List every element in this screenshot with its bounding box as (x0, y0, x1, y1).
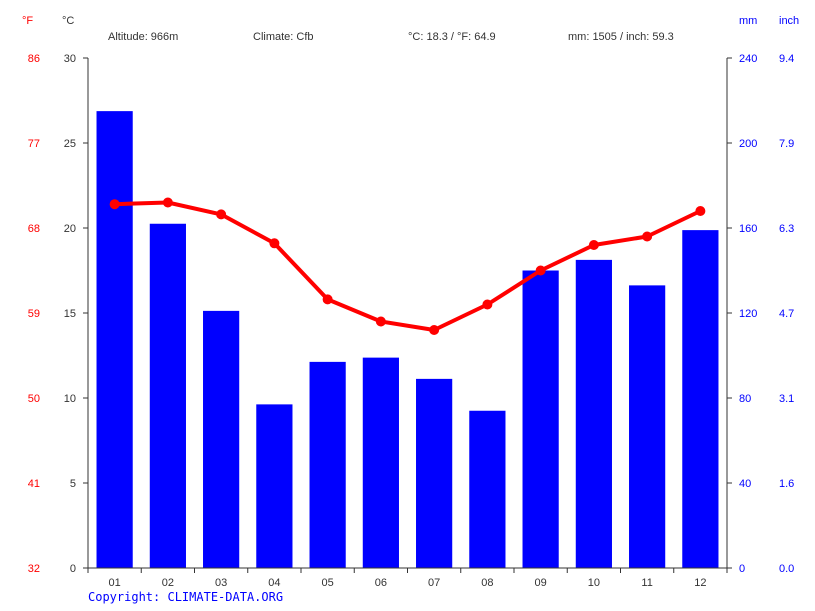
tick-mm: 80 (739, 393, 751, 405)
precip-bar (629, 285, 665, 568)
tick-fahrenheit: 68 (28, 223, 40, 235)
x-tick-label: 12 (694, 577, 706, 589)
header-temperature: °C: 18.3 / °F: 64.9 (408, 31, 496, 43)
precip-bar (682, 230, 718, 568)
tick-celsius: 15 (64, 308, 76, 320)
temperature-point (376, 317, 386, 327)
x-tick-label: 04 (268, 577, 280, 589)
tick-fahrenheit: 32 (28, 563, 40, 575)
x-tick-label: 07 (428, 577, 440, 589)
tick-mm: 40 (739, 478, 751, 490)
x-tick-label: 03 (215, 577, 227, 589)
unit-celsius: °C (62, 15, 74, 27)
tick-mm: 200 (739, 138, 757, 150)
tick-celsius: 0 (70, 563, 76, 575)
unit-fahrenheit: °F (22, 15, 33, 27)
temperature-point (482, 300, 492, 310)
tick-mm: 240 (739, 53, 757, 65)
tick-inch: 7.9 (779, 138, 794, 150)
temperature-point (695, 206, 705, 216)
precip-bar (469, 411, 505, 568)
tick-fahrenheit: 86 (28, 53, 40, 65)
tick-celsius: 10 (64, 393, 76, 405)
temperature-point (163, 198, 173, 208)
tick-mm: 160 (739, 223, 757, 235)
temperature-point (642, 232, 652, 242)
tick-inch: 0.0 (779, 563, 794, 575)
temperature-point (429, 325, 439, 335)
precip-bar (310, 362, 346, 568)
temperature-point (216, 209, 226, 219)
tick-inch: 4.7 (779, 308, 794, 320)
header-altitude: Altitude: 966m (108, 31, 178, 43)
tick-inch: 3.1 (779, 393, 794, 405)
tick-celsius: 5 (70, 478, 76, 490)
x-tick-label: 10 (588, 577, 600, 589)
x-tick-label: 08 (481, 577, 493, 589)
tick-celsius: 30 (64, 53, 76, 65)
precip-bar (363, 358, 399, 568)
precip-bar (203, 311, 239, 568)
x-tick-label: 02 (162, 577, 174, 589)
temperature-point (110, 199, 120, 209)
unit-mm: mm (739, 15, 757, 27)
tick-mm: 0 (739, 563, 745, 575)
precip-bar (256, 404, 292, 568)
unit-inch: inch (779, 15, 799, 27)
tick-inch: 6.3 (779, 223, 794, 235)
precip-bar (97, 111, 133, 568)
x-tick-label: 05 (322, 577, 334, 589)
tick-celsius: 20 (64, 223, 76, 235)
tick-inch: 9.4 (779, 53, 794, 65)
tick-fahrenheit: 41 (28, 478, 40, 490)
climate-chart: Altitude: 966m Climate: Cfb °C: 18.3 / °F:… (0, 0, 815, 611)
tick-mm: 120 (739, 308, 757, 320)
tick-fahrenheit: 77 (28, 138, 40, 150)
temperature-point (323, 294, 333, 304)
precip-bar (576, 260, 612, 568)
precip-bar (416, 379, 452, 568)
header-precipitation: mm: 1505 / inch: 59.3 (568, 31, 674, 43)
tick-fahrenheit: 59 (28, 308, 40, 320)
copyright-text: Copyright: CLIMATE-DATA.ORG (88, 590, 283, 604)
x-tick-label: 11 (641, 577, 652, 589)
temperature-point (589, 240, 599, 250)
header-climate: Climate: Cfb (253, 31, 314, 43)
x-tick-label: 06 (375, 577, 387, 589)
precip-bar (150, 224, 186, 568)
x-tick-label: 01 (109, 577, 121, 589)
tick-inch: 1.6 (779, 478, 794, 490)
temperature-point (536, 266, 546, 276)
x-tick-label: 09 (535, 577, 547, 589)
precip-bar (523, 271, 559, 569)
tick-celsius: 25 (64, 138, 76, 150)
chart-svg: Altitude: 966m Climate: Cfb °C: 18.3 / °F:… (0, 0, 815, 611)
tick-fahrenheit: 50 (28, 393, 40, 405)
temperature-point (269, 238, 279, 248)
